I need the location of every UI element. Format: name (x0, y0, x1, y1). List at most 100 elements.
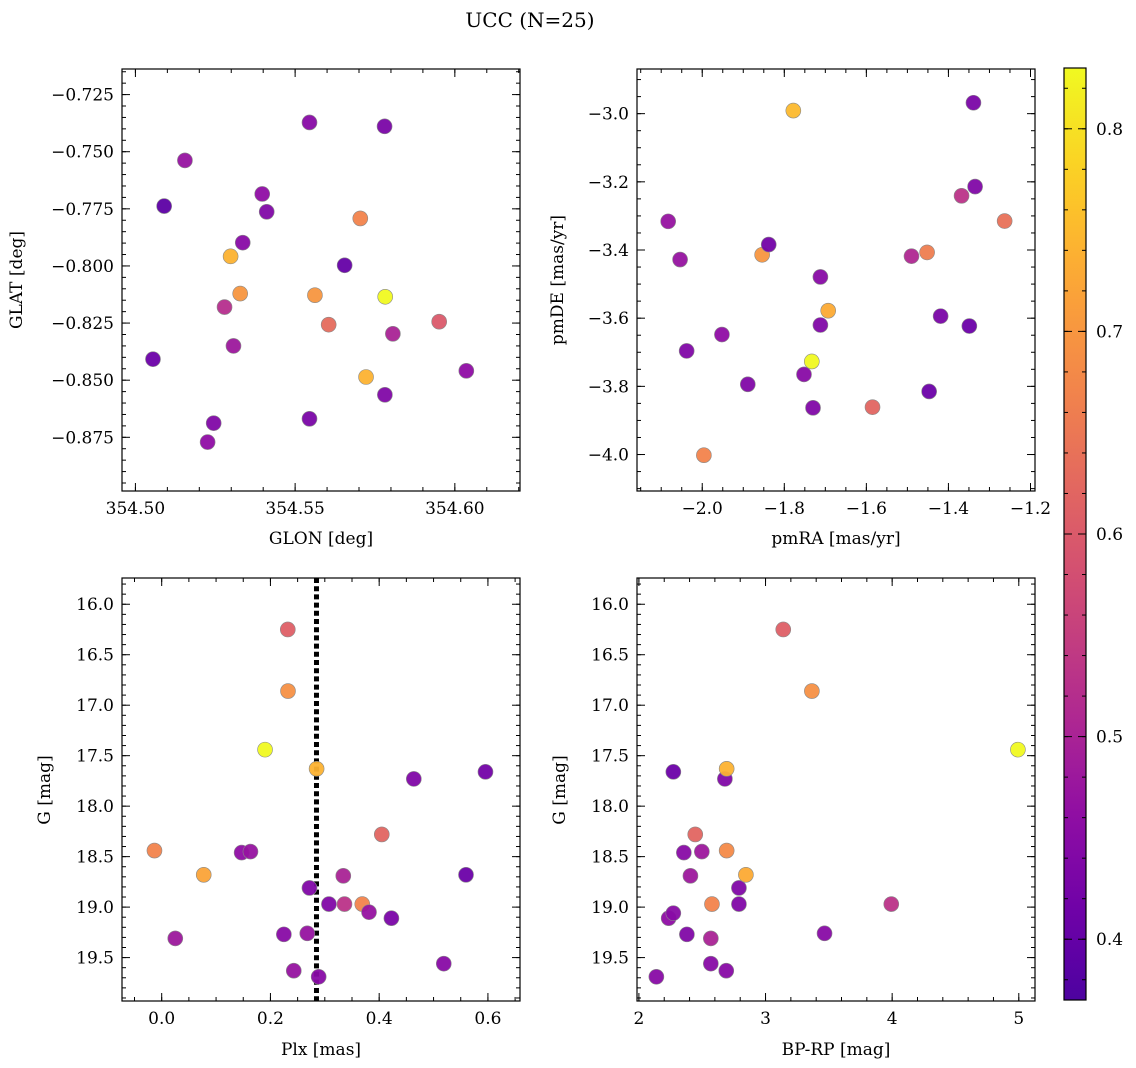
glon-glat-point (225, 338, 242, 354)
colorbar-tick-label: 0.7 (1096, 322, 1123, 342)
glon-glat-point (254, 186, 271, 202)
bprp-g-point (718, 962, 735, 979)
plx-g-point (373, 826, 390, 843)
bprp-g-panel: BP-RP [mag] G [mag] 2 3 4 5 16.0 16.5 17.0 17.5… (550, 577, 1036, 1060)
bprp-g-point (703, 955, 719, 972)
bprp-g-point (731, 896, 747, 912)
bprp-g-x-tick-label: 5 (1013, 1009, 1024, 1029)
plx-g-point (276, 926, 292, 943)
colorbar-tick-label: 0.5 (1096, 728, 1123, 748)
colorbar-tick-label: 0.4 (1096, 930, 1123, 950)
glon-glat-point (205, 415, 222, 431)
pmra-pmde-point (967, 178, 983, 195)
glon-glat-panel: GLON [deg] GLAT [deg] 354.50 354.55 354.60… (7, 68, 521, 549)
pmra-pmde-point (961, 318, 978, 334)
pmra-pmde-point (739, 376, 756, 393)
plx-g-point (310, 968, 327, 985)
bprp-g-y-axis-label: G [mag] (550, 755, 570, 824)
plx-g-x-tick-label: 0.4 (366, 1009, 393, 1029)
bprp-g-x-tick-label: 3 (760, 1009, 771, 1029)
plx-g-point (406, 771, 422, 787)
pmra-pmde-point (820, 302, 837, 319)
pmra-pmde-x-tick-label: −2.0 (682, 499, 723, 519)
plx-g-point (435, 955, 452, 972)
plx-g-y-tick-label: 19.0 (76, 898, 114, 918)
plx-g-point (195, 867, 212, 883)
pmra-pmde-axes-frame (636, 68, 1036, 492)
pmra-pmde-points (660, 94, 1013, 464)
glon-glat-point (258, 203, 275, 220)
glon-glat-point (156, 198, 172, 214)
glon-glat-point (222, 248, 239, 265)
bprp-g-point (738, 867, 754, 883)
glon-glat-x-axis-label: GLON [deg] (269, 529, 373, 549)
glon-glat-point (301, 114, 318, 131)
bprp-g-x-tick-label: 2 (633, 1009, 644, 1029)
pmra-pmde-point (696, 447, 712, 464)
bprp-g-point (694, 843, 710, 860)
glon-glat-y-tick-label: −0.825 (51, 314, 114, 334)
plx-g-point (279, 621, 296, 638)
glon-glat-y-tick-label: −0.800 (51, 257, 114, 277)
bprp-g-point (703, 930, 719, 947)
pmra-pmde-y-tick-label: −4.0 (588, 446, 629, 466)
bprp-g-point (731, 880, 747, 896)
glon-glat-point (352, 210, 369, 227)
plx-g-point (321, 896, 337, 912)
pmra-pmde-x-axis-label: pmRA [mas/yr] (771, 529, 900, 549)
bprp-g-point (883, 896, 900, 912)
figure-title: UCC (N=25) (465, 8, 594, 32)
bprp-g-y-tick-label: 19.5 (591, 949, 629, 969)
plx-g-point (257, 741, 273, 758)
glon-glat-point (234, 234, 251, 251)
glon-glat-point (320, 316, 337, 333)
pmra-pmde-y-tick-label: −3.8 (588, 377, 629, 397)
bprp-g-y-tick-label: 18.5 (591, 848, 629, 868)
glon-glat-point (336, 257, 353, 274)
plx-g-point (308, 761, 325, 777)
bprp-g-y-tick-label: 17.5 (591, 747, 629, 767)
glon-glat-x-tick-label: 354.55 (265, 499, 324, 519)
bprp-g-axes-frame (636, 577, 1036, 1002)
glon-glat-y-tick-label: −0.775 (51, 200, 114, 220)
glon-glat-x-tick-label: 354.60 (425, 499, 484, 519)
pmra-pmde-point (660, 213, 676, 230)
pmra-pmde-point (714, 326, 730, 343)
glon-glat-y-tick-label: −0.850 (51, 371, 114, 391)
pmra-pmde-point (796, 366, 812, 383)
glon-glat-point (199, 434, 216, 450)
bprp-g-y-tick-label: 17.0 (591, 696, 629, 716)
glon-glat-axes-frame (121, 68, 521, 492)
glon-glat-tick-marks (122, 69, 520, 491)
pmra-pmde-point (953, 188, 970, 204)
plx-g-axes-frame (121, 577, 521, 1002)
plx-g-panel: Plx [mas] G [mag] 0.0 0.2 0.4 0.6 16.0 16.5 17… (35, 577, 521, 1060)
pmra-pmde-point (903, 248, 920, 264)
pmra-pmde-point (919, 244, 935, 261)
bprp-g-point (665, 764, 682, 780)
bprp-g-y-tick-label: 18.0 (591, 797, 629, 817)
bprp-g-y-tick-label: 16.0 (591, 595, 629, 615)
plx-g-y-tick-label: 16.5 (76, 646, 114, 666)
plx-g-x-tick-label: 0.6 (474, 1009, 501, 1029)
glon-glat-point (377, 288, 394, 305)
plx-g-point (361, 904, 377, 920)
colorbar-tick-label: 0.8 (1096, 120, 1123, 140)
bprp-g-point (648, 968, 665, 985)
bprp-g-point (665, 905, 682, 921)
pmra-pmde-point (805, 400, 821, 416)
plx-g-y-tick-label: 17.5 (76, 747, 114, 767)
pmra-pmde-point (965, 94, 982, 111)
bprp-g-point (718, 842, 735, 859)
plx-g-point (336, 896, 353, 912)
glon-glat-point (307, 287, 323, 303)
glon-glat-point (458, 363, 475, 379)
glon-glat-y-axis-label: GLAT [deg] (7, 231, 27, 329)
pmra-pmde-panel: pmRA [mas/yr] pmDE [mas/yr] −2.0 −1.8 −1.6… (548, 68, 1051, 549)
plx-g-points (146, 621, 494, 985)
plx-g-point (242, 843, 259, 860)
pmra-pmde-point (785, 102, 802, 119)
colorbar-tick-label: 0.6 (1096, 525, 1123, 545)
